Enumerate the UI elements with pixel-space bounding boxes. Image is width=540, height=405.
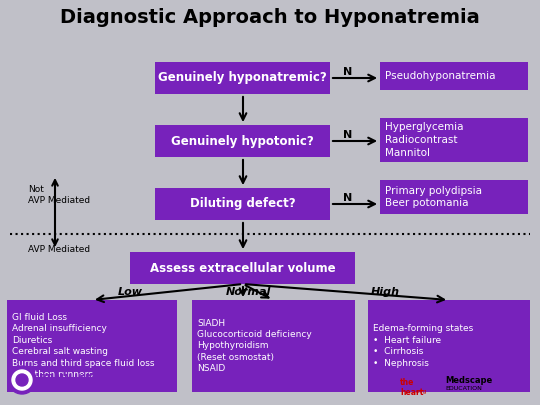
Text: EDUCATION: EDUCATION [445,386,482,391]
FancyBboxPatch shape [7,300,177,392]
Text: Medscape: Medscape [445,376,492,385]
FancyBboxPatch shape [155,188,330,220]
Text: GI fluid Loss
Adrenal insufficiency
Diuretics
Cerebral salt wasting
Burns and th: GI fluid Loss Adrenal insufficiency Diur… [12,313,154,379]
Text: BRAIN, KIDNEY
& PERIPHERALS: BRAIN, KIDNEY & PERIPHERALS [40,374,120,394]
Text: Pseudohyponatremia: Pseudohyponatremia [385,71,496,81]
FancyBboxPatch shape [380,62,528,90]
Text: .org: .org [414,389,427,394]
Text: N: N [343,67,353,77]
FancyBboxPatch shape [380,118,528,162]
Text: Normal: Normal [225,287,271,297]
Text: N: N [343,193,353,203]
Text: N: N [343,130,353,140]
Text: the
heart: the heart [400,378,423,397]
FancyBboxPatch shape [130,252,355,284]
Circle shape [12,370,32,390]
Text: Primary polydipsia
Beer potomania: Primary polydipsia Beer potomania [385,185,482,209]
Circle shape [16,374,28,386]
Text: Diagnostic Approach to Hyponatremia: Diagnostic Approach to Hyponatremia [60,8,480,27]
FancyBboxPatch shape [192,300,355,392]
FancyBboxPatch shape [368,300,530,392]
Text: Not
AVP Mediated: Not AVP Mediated [28,185,90,205]
FancyBboxPatch shape [380,180,528,214]
Text: Genuinely hyponatremic?: Genuinely hyponatremic? [158,72,327,85]
FancyBboxPatch shape [155,125,330,157]
FancyBboxPatch shape [155,62,330,94]
Text: Low: Low [118,287,143,297]
Text: Genuinely hypotonic?: Genuinely hypotonic? [171,134,314,147]
Text: SIADH
Glucocorticoid deficiency
Hypothyroidism
(Reset osmostat)
NSAID: SIADH Glucocorticoid deficiency Hypothyr… [197,319,312,373]
Text: Assess extracellular volume: Assess extracellular volume [150,262,335,275]
Text: Hyperglycemia
Radiocontrast
Mannitol: Hyperglycemia Radiocontrast Mannitol [385,122,463,158]
Circle shape [8,366,36,394]
Text: AVP Mediated: AVP Mediated [28,245,90,254]
Text: Edema-forming states
•  Heart failure
•  Cirrhosis
•  Nephrosis: Edema-forming states • Heart failure • C… [373,324,473,368]
Text: High: High [370,287,400,297]
Text: Diluting defect?: Diluting defect? [190,198,295,211]
